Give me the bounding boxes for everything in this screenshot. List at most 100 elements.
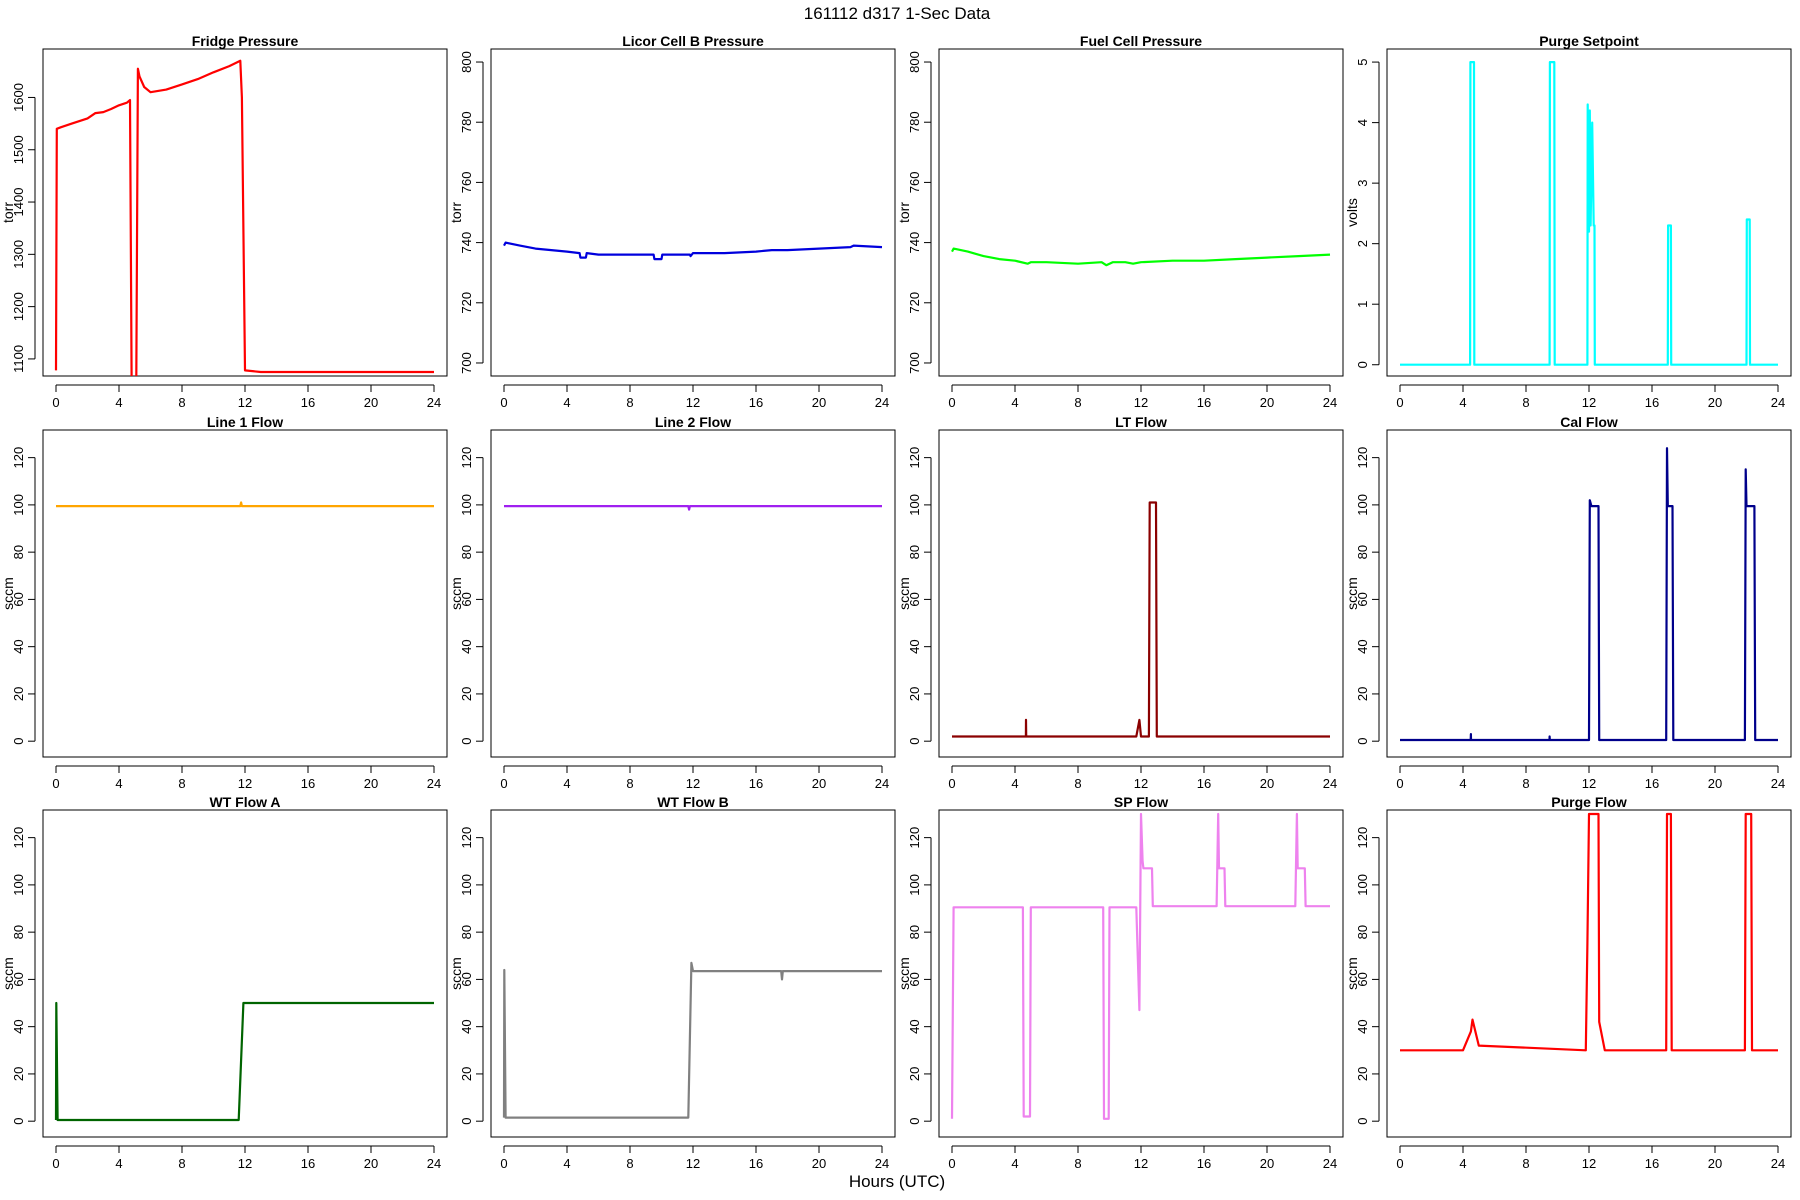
panel-8: Cal Flow sccm 0 4 8 12 16 20 24 0 20 40 60 80 100 120 <box>1344 414 1792 791</box>
panel-12: Purge Flow sccm 0 4 8 12 16 20 24 0 20 40 60 80 100 120 <box>1344 794 1792 1171</box>
x-tick-label: 4 <box>1459 1156 1466 1171</box>
data-series-line <box>1400 812 1778 1052</box>
y-tick-label: 1500 <box>11 135 26 164</box>
y-tick-label: 60 <box>1355 592 1370 606</box>
y-tick-label: 100 <box>1355 494 1370 516</box>
x-tick-label: 8 <box>1074 776 1081 791</box>
y-tick-label: 0 <box>907 738 922 745</box>
y-tick-label: 120 <box>459 447 474 469</box>
data-series-line <box>1400 60 1778 366</box>
panel-title: Purge Flow <box>1551 794 1627 810</box>
figure-x-axis-label: Hours (UTC) <box>849 1172 945 1191</box>
x-tick-label: 16 <box>1645 395 1659 410</box>
y-tick-label: 60 <box>459 972 474 986</box>
x-tick-label: 12 <box>1134 776 1148 791</box>
x-tick-label: 20 <box>812 1156 826 1171</box>
x-tick-label: 16 <box>1645 1156 1659 1171</box>
plot-frame <box>490 429 896 758</box>
plot-frame <box>938 809 1344 1138</box>
y-tick-label: 760 <box>907 172 922 194</box>
x-tick-label: 4 <box>1011 1156 1018 1171</box>
x-tick-label: 8 <box>1522 776 1529 791</box>
x-tick-label: 8 <box>178 395 185 410</box>
x-tick-label: 20 <box>364 776 378 791</box>
panel-title: SP Flow <box>1114 794 1168 810</box>
y-tick-label: 40 <box>459 639 474 653</box>
x-tick-label: 16 <box>749 395 763 410</box>
data-series-line <box>502 961 882 1119</box>
plot-frame <box>1386 429 1792 758</box>
y-tick-label: 5 <box>1355 58 1370 65</box>
panel-10: WT Flow B sccm 0 4 8 12 16 20 24 0 20 40 60 80 100 120 <box>448 794 896 1171</box>
y-tick-label: 60 <box>11 972 26 986</box>
y-tick-label: 0 <box>459 738 474 745</box>
y-axis-label: sccm <box>896 957 912 990</box>
y-tick-label: 80 <box>907 545 922 559</box>
x-tick-label: 8 <box>178 776 185 791</box>
y-tick-label: 740 <box>907 232 922 254</box>
panel-3: Fuel Cell Pressure torr 0 4 8 12 16 20 24 700 720 7… <box>896 33 1344 410</box>
x-tick-label: 4 <box>1459 776 1466 791</box>
y-tick-label: 20 <box>907 1067 922 1081</box>
y-axis-label: torr <box>448 202 464 223</box>
y-tick-label: 120 <box>907 827 922 849</box>
x-tick-label: 16 <box>1197 1156 1211 1171</box>
y-tick-label: 20 <box>459 687 474 701</box>
y-tick-label: 720 <box>459 292 474 314</box>
x-tick-label: 12 <box>238 776 252 791</box>
panel-7: LT Flow sccm 0 4 8 12 16 20 24 0 20 40 60 80 100 120 <box>896 414 1344 791</box>
x-tick-label: 20 <box>1708 395 1722 410</box>
y-tick-label: 700 <box>459 352 474 374</box>
x-tick-label: 24 <box>427 395 441 410</box>
y-tick-label: 1 <box>1355 301 1370 308</box>
data-series-line <box>950 812 1330 1120</box>
panel-6: Line 2 Flow sccm 0 4 8 12 16 20 24 0 20 40 60 80 100 12… <box>448 414 896 791</box>
y-tick-label: 3 <box>1355 180 1370 187</box>
x-tick-label: 24 <box>1323 776 1337 791</box>
y-tick-label: 0 <box>11 738 26 745</box>
y-tick-label: 760 <box>459 172 474 194</box>
x-tick-label: 20 <box>812 776 826 791</box>
y-axis-label: sccm <box>1344 957 1360 990</box>
x-tick-label: 20 <box>1260 395 1274 410</box>
x-tick-label: 24 <box>875 776 889 791</box>
data-series-line <box>54 1001 434 1122</box>
x-tick-label: 24 <box>427 776 441 791</box>
y-tick-label: 80 <box>1355 925 1370 939</box>
y-tick-label: 120 <box>11 827 26 849</box>
y-tick-label: 80 <box>11 925 26 939</box>
panel-2: Licor Cell B Pressure torr 0 4 8 12 16 20 24 700 7… <box>448 33 896 410</box>
y-tick-label: 80 <box>11 545 26 559</box>
plot-frame <box>42 429 448 758</box>
panel-title: LT Flow <box>1115 414 1167 430</box>
y-tick-label: 40 <box>1355 1019 1370 1033</box>
x-tick-label: 24 <box>875 1156 889 1171</box>
x-tick-label: 0 <box>948 1156 955 1171</box>
x-tick-label: 4 <box>115 1156 122 1171</box>
y-tick-label: 1100 <box>11 345 26 373</box>
y-tick-label: 120 <box>907 447 922 469</box>
x-tick-label: 8 <box>1522 1156 1529 1171</box>
y-tick-label: 40 <box>459 1019 474 1033</box>
y-tick-label: 20 <box>11 687 26 701</box>
y-tick-label: 1400 <box>11 188 26 217</box>
y-tick-label: 0 <box>1355 361 1370 368</box>
y-tick-label: 800 <box>907 51 922 73</box>
y-tick-label: 60 <box>11 592 26 606</box>
x-tick-label: 12 <box>1582 1156 1596 1171</box>
panel-5: Line 1 Flow sccm 0 4 8 12 16 20 24 0 20 40 60 80 100 12… <box>0 414 448 791</box>
y-axis-label: torr <box>896 202 912 223</box>
x-tick-label: 16 <box>301 395 315 410</box>
y-tick-label: 2 <box>1355 240 1370 247</box>
y-tick-label: 0 <box>1355 738 1370 745</box>
y-tick-label: 20 <box>11 1067 26 1081</box>
y-tick-label: 720 <box>907 292 922 314</box>
y-tick-label: 780 <box>907 111 922 133</box>
plot-frame <box>42 809 448 1138</box>
y-axis-label: torr <box>0 202 16 223</box>
data-series-line <box>54 59 434 376</box>
